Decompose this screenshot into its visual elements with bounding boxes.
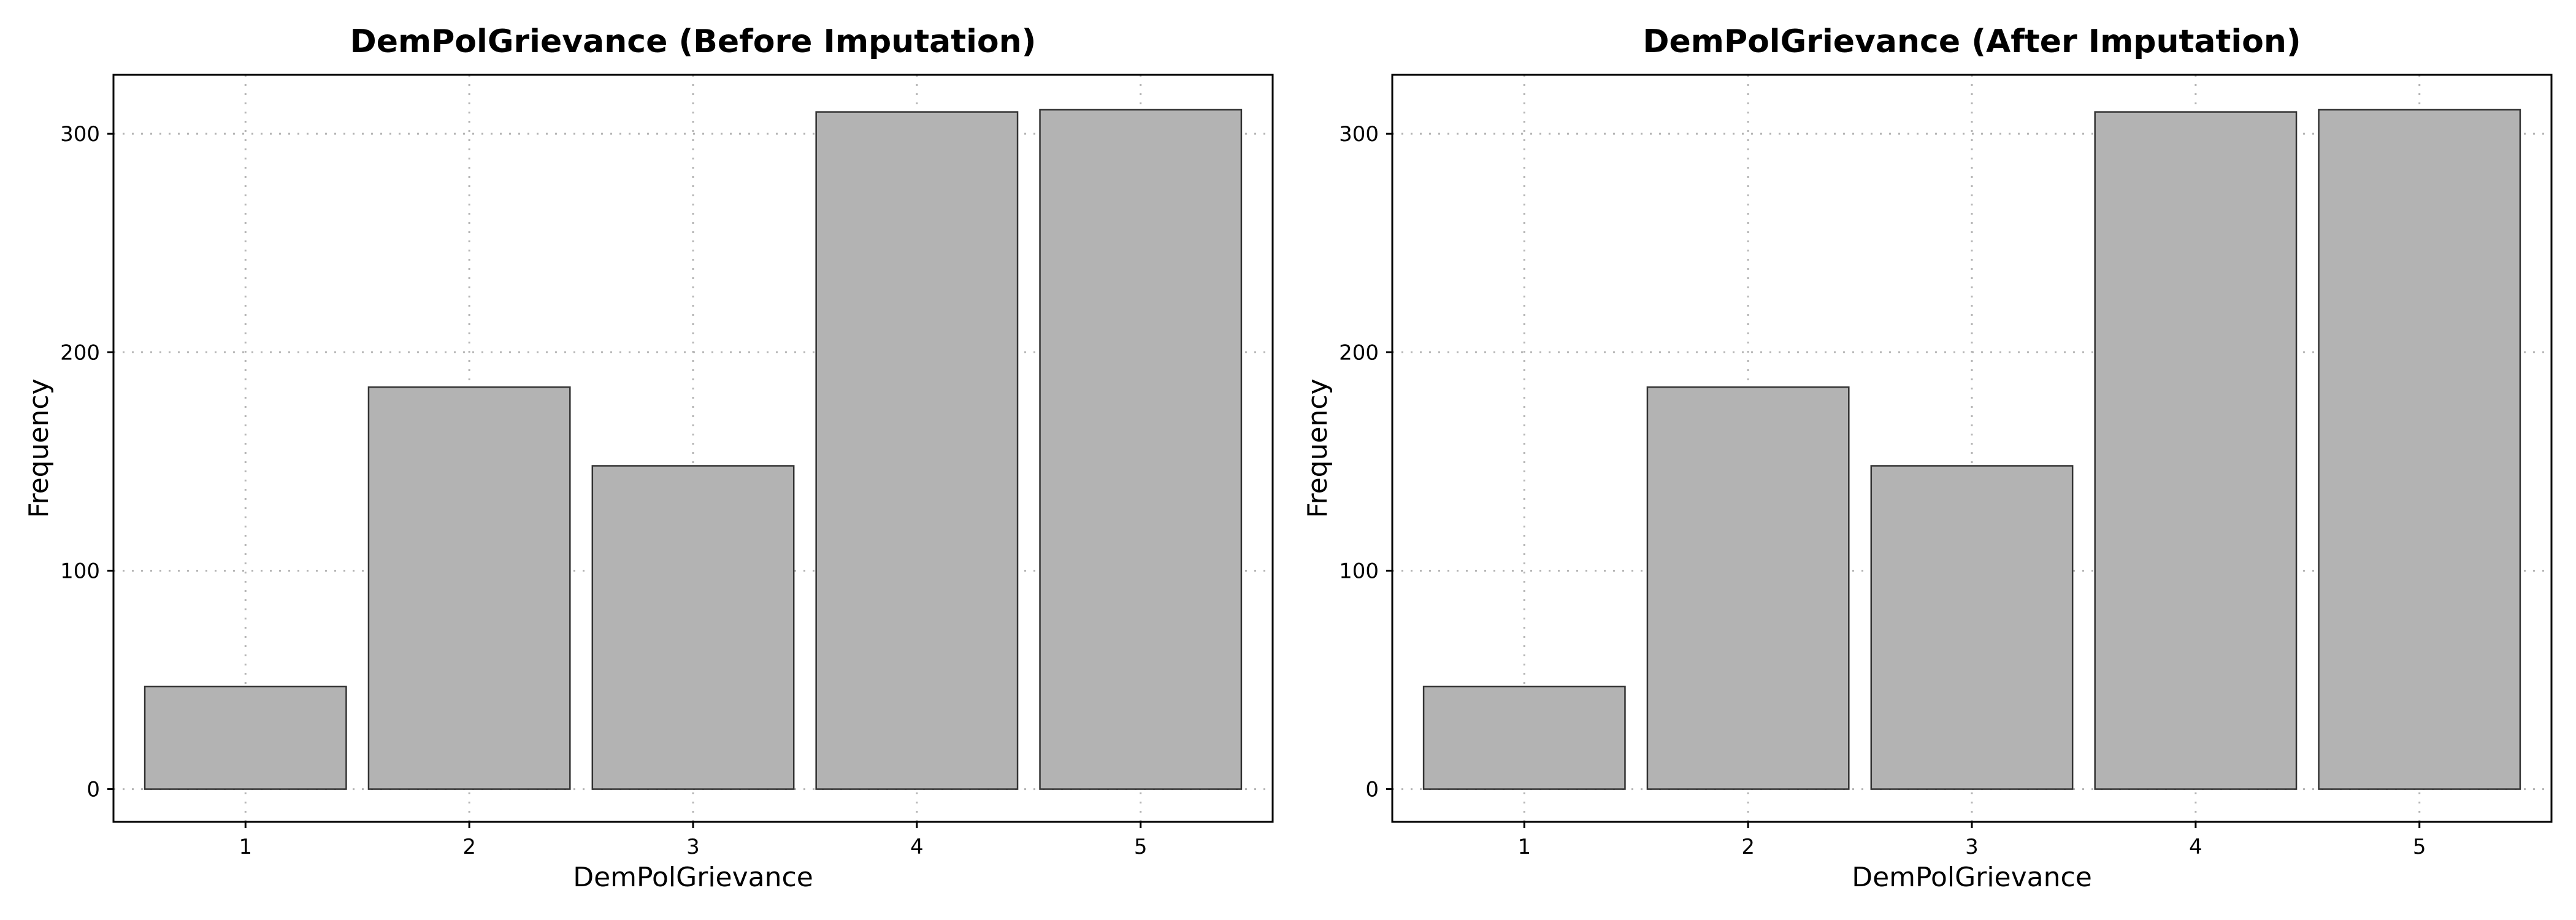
bar-chart-before: 0 100 200 300 1 2 3 4 5 DemPolGrievance (Before I…	[23, 23, 1274, 893]
x-tick-label: 3	[686, 835, 700, 859]
bar-5	[1039, 109, 1243, 790]
y-tick-label: 300	[1339, 122, 1379, 147]
chart-title: DemPolGrievance (Before Imputation)	[350, 23, 1037, 60]
x-tick-label: 5	[1134, 835, 1148, 859]
chart-title: DemPolGrievance (After Imputation)	[1643, 23, 2301, 60]
x-axis-label: DemPolGrievance	[1852, 862, 2092, 893]
y-tick-label: 0	[86, 778, 100, 802]
x-tick-label: 1	[1517, 835, 1531, 859]
bar-4	[2094, 111, 2298, 790]
bar-1	[144, 685, 347, 790]
bar-4	[815, 111, 1019, 790]
y-tick-label: 300	[60, 122, 100, 147]
bar-5	[2318, 109, 2521, 790]
bar-1	[1422, 685, 1626, 790]
x-tick-label: 5	[2413, 835, 2426, 859]
chart-panel-before: 0 100 200 300 1 2 3 4 5 DemPolGrievance (Before I…	[23, 23, 1274, 893]
x-tick-label: 1	[239, 835, 252, 859]
y-tick-label: 100	[60, 559, 100, 583]
y-tick-label: 200	[1339, 340, 1379, 365]
x-tick-label: 2	[1741, 835, 1755, 859]
bar-3	[591, 465, 795, 790]
x-tick-label: 3	[1965, 835, 1979, 859]
y-axis-label: Frequency	[23, 378, 55, 518]
x-tick-label: 4	[910, 835, 924, 859]
x-axis-label: DemPolGrievance	[573, 862, 813, 893]
bar-chart-after: 0 100 200 300 1 2 3 4 5 DemPolGrievance (After Im…	[1302, 23, 2553, 893]
bar-3	[1870, 465, 2074, 790]
x-tick-label: 2	[462, 835, 476, 859]
y-tick-label: 100	[1339, 559, 1379, 583]
x-tick-label: 4	[2189, 835, 2202, 859]
chart-panel-after: 0 100 200 300 1 2 3 4 5 DemPolGrievance (After Im…	[1279, 0, 2567, 920]
y-axis-label: Frequency	[1302, 378, 1333, 518]
bar-2	[367, 386, 571, 790]
bar-2	[1646, 386, 1850, 790]
y-tick-label: 0	[1365, 778, 1379, 802]
y-tick-label: 200	[60, 340, 100, 365]
